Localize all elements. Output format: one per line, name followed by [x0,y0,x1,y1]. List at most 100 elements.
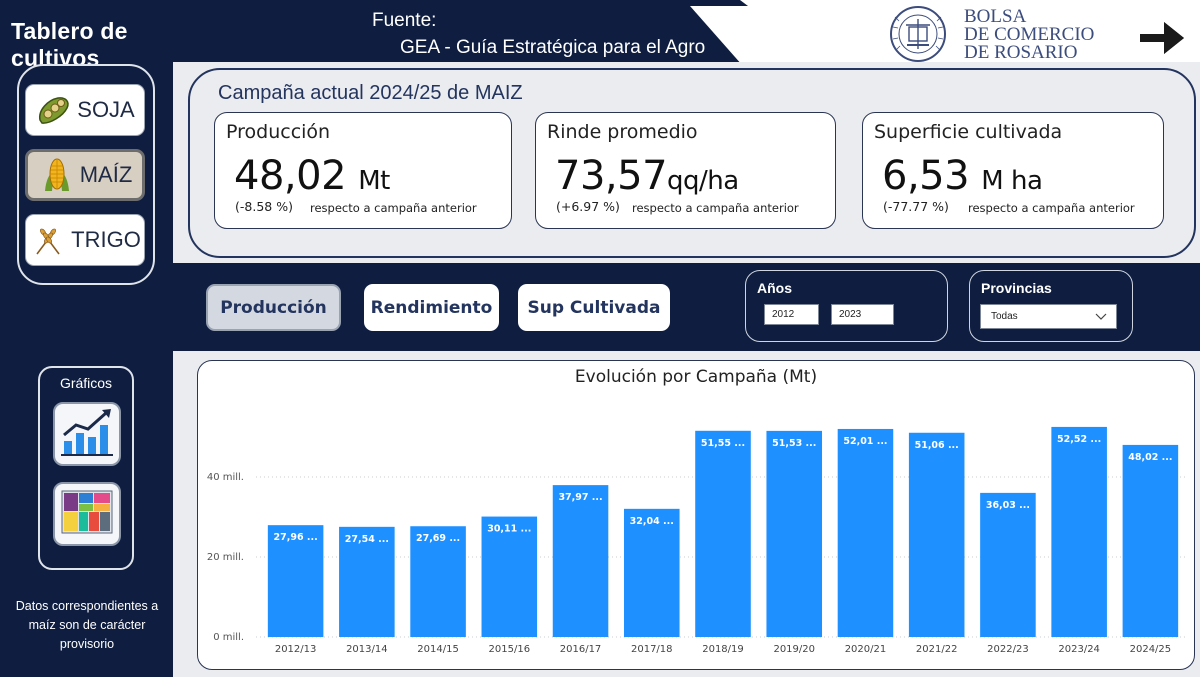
kpi-card-area: Superficie cultivada 6,53 M ha (-77.77 %… [862,112,1164,229]
data-label: 27,96 ... [274,532,318,543]
bar-2020/21 [837,428,894,637]
year-from-input[interactable]: 2012 [764,304,819,325]
header-white-area [740,0,1200,62]
dropdown-value: Todas [991,311,1018,322]
crop-label: MAÍZ [79,162,133,187]
provinces-dropdown[interactable]: Todas [980,304,1117,329]
metric-button-yield[interactable]: Rendimiento [364,284,499,331]
kpi-change: (+6.97 %) [556,199,620,214]
bar-2017/18 [623,508,680,637]
provinces-filter: Provincias Todas [969,270,1133,342]
app-title: Tablero de cultivos [11,18,128,71]
next-page-button[interactable] [1138,18,1188,58]
source-text: GEA - Guía Estratégica para el Agro [400,37,706,58]
kpi-change: (-77.77 %) [883,199,949,214]
years-filter: Años 2012 2023 [745,270,948,342]
bcr-seal-logo [881,5,955,63]
chevron-down-icon [1094,309,1108,323]
arrow-right-icon [1138,22,1188,62]
kpi-card-production: Producción 48,02 Mt (-8.58 %) respecto a… [214,112,512,229]
x-tick-label: 2015/16 [489,644,531,655]
source-label: Fuente: [372,10,437,31]
data-label: 30,11 ... [487,524,531,535]
bar-2012/13 [267,525,324,637]
kpi-reference: respecto a campaña anterior [310,201,477,215]
data-label: 51,55 ... [701,438,745,449]
bar-2018/19 [695,430,751,637]
kpi-reference: respecto a campaña anterior [632,201,799,215]
bar-2014/15 [410,526,466,637]
kpi-label: Producción [226,121,331,143]
campaign-title: Campaña actual 2024/25 de MAIZ [218,82,523,104]
x-tick-label: 2018/19 [702,644,744,655]
kpi-change: (-8.58 %) [235,199,293,214]
x-tick-label: 2024/25 [1130,644,1172,655]
graphs-label: Gráficos [59,375,113,391]
line-chart-button[interactable] [53,402,121,466]
data-label: 36,03 ... [986,500,1030,511]
x-tick-label: 2019/20 [773,644,815,655]
bar-2024/25 [1122,444,1179,637]
x-tick-label: 2022/23 [987,644,1029,655]
kpi-label: Rinde promedio [547,121,698,143]
graphs-panel: Gráficos [38,366,134,570]
x-tick-label: 2013/14 [346,644,388,655]
kpi-value: 73,57qq/ha [555,153,739,199]
header-bar [173,0,763,62]
data-label: 27,54 ... [345,534,389,545]
bar-2023/24 [1051,426,1107,637]
crop-label: SOJA [77,97,135,122]
crop-selector-panel [17,64,155,285]
y-tick-label: 0 mill. [213,632,244,643]
provisional-data-note: Datos correspondientes a maíz son de car… [15,599,159,651]
crop-label: TRIGO [71,227,141,252]
kpi-value: 48,02 Mt [234,153,390,199]
kpi-label: Superficie cultivada [874,121,1063,143]
data-label: 32,04 ... [630,516,674,527]
chart-title: Evolución por Campaña (Mt) [574,367,818,387]
x-tick-label: 2017/18 [631,644,673,655]
provinces-title: Provincias [981,280,1052,296]
data-label: 48,02 ... [1128,452,1172,463]
bcr-org-name: BOLSA DE COMERCIO DE ROSARIO [964,6,1095,63]
kpi-value: 6,53 M ha [882,153,1043,199]
data-label: 27,69 ... [416,533,460,544]
bar-2022/23 [980,492,1036,637]
wheat-icon [29,223,67,257]
line-chart-icon [58,405,116,463]
x-tick-label: 2014/15 [417,644,459,655]
production-chart-card: Evolución por Campaña (Mt) 0 mill. 20 mil… [197,360,1195,670]
x-tick-label: 2012/13 [275,644,317,655]
x-tick-label: 2016/17 [560,644,602,655]
bar-2013/14 [339,526,395,637]
corn-icon [38,158,76,192]
x-tick-label: 2023/24 [1058,644,1100,655]
crop-button-trigo[interactable]: TRIGO [25,214,145,266]
bar-2015/16 [481,516,538,637]
data-label: 52,52 ... [1057,434,1101,445]
sidebar: Tablero de cultivos SOJA [0,0,173,677]
soybean-icon [35,93,73,127]
bar-2019/20 [766,430,823,637]
data-label: 37,97 ... [558,492,602,503]
crop-button-maiz[interactable]: MAÍZ [25,149,145,201]
production-bar-chart: 0 mill. 20 mill. 40 mill. 27,96 ... 2012/13 2… [207,426,1186,655]
y-tick-label: 20 mill. [207,552,244,563]
data-label: 52,01 ... [843,436,887,447]
years-title: Años [757,280,792,296]
x-tick-label: 2021/22 [916,644,958,655]
crop-button-soja[interactable]: SOJA [25,84,145,136]
kpi-card-yield: Rinde promedio 73,57qq/ha (+6.97 %) resp… [535,112,836,229]
bar-2021/22 [908,432,965,637]
data-label: 51,53 ... [772,438,816,449]
metric-button-production[interactable]: Producción [206,284,341,331]
y-tick-label: 40 mill. [207,472,244,483]
treemap-button[interactable] [53,482,121,546]
x-tick-label: 2020/21 [845,644,887,655]
kpi-reference: respecto a campaña anterior [968,201,1135,215]
year-to-input[interactable]: 2023 [831,304,894,325]
bar-2016/17 [552,485,609,637]
data-label: 51,06 ... [915,440,959,451]
treemap-icon [58,485,116,543]
metric-button-area[interactable]: Sup Cultivada [518,284,670,331]
